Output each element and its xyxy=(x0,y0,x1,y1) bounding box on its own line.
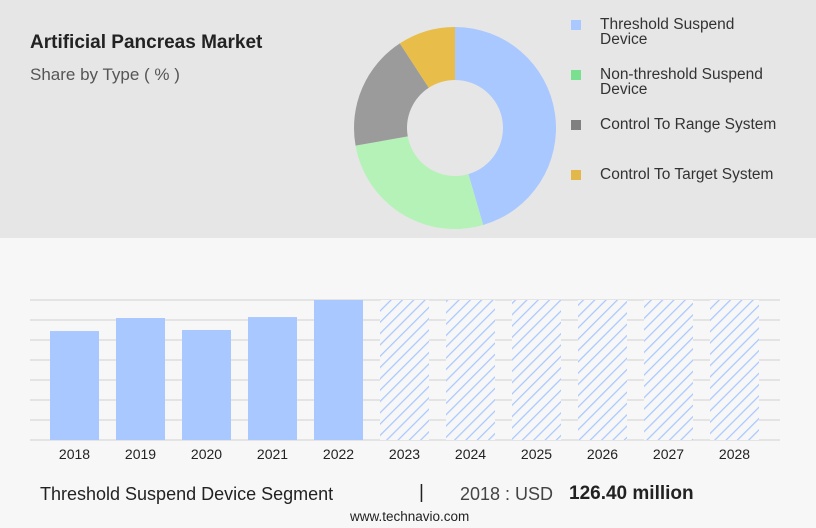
forecast-placeholder xyxy=(512,300,561,440)
bar xyxy=(50,331,99,440)
legend-label: Control To Target System xyxy=(600,166,774,183)
donut-segment xyxy=(455,27,556,225)
x-tick-label: 2027 xyxy=(653,446,684,462)
x-tick-label: 2024 xyxy=(455,446,486,462)
x-tick-label: 2026 xyxy=(587,446,618,462)
x-tick-label: 2020 xyxy=(191,446,222,462)
bar xyxy=(248,317,297,440)
legend-label: Threshold Suspend Device xyxy=(600,16,735,48)
forecast-placeholder xyxy=(644,300,693,440)
bar xyxy=(314,300,363,440)
x-tick-label: 2028 xyxy=(719,446,750,462)
legend-swatch xyxy=(571,20,581,30)
donut-segment xyxy=(355,136,484,229)
footer-amount: 126.40 million xyxy=(569,483,694,504)
chart-title: Artificial Pancreas Market xyxy=(30,32,263,53)
footer-separator: | xyxy=(419,482,424,503)
forecast-placeholder xyxy=(446,300,495,440)
source: www.technavio.com xyxy=(350,509,470,524)
legend-swatch xyxy=(571,70,581,80)
forecast-placeholder xyxy=(380,300,429,440)
donut-segment xyxy=(353,43,429,146)
x-tick-label: 2023 xyxy=(389,446,420,462)
donut-segment xyxy=(399,27,455,88)
footer-year: 2018 : USD xyxy=(460,484,554,504)
x-tick-label: 2018 xyxy=(59,446,90,462)
chart-subtitle: Share by Type ( % ) xyxy=(30,65,180,84)
legend-label: Non-threshold Suspend Device xyxy=(600,66,763,98)
legend-swatch xyxy=(571,170,581,180)
x-tick-label: 2025 xyxy=(521,446,552,462)
x-tick-label: 2019 xyxy=(125,446,156,462)
bar xyxy=(116,318,165,440)
forecast-placeholder xyxy=(578,300,627,440)
footer-segment: Threshold Suspend Device Segment xyxy=(40,484,334,504)
forecast-placeholder xyxy=(710,300,759,440)
legend-label: Control To Range System xyxy=(600,116,777,133)
x-tick-label: 2022 xyxy=(323,446,354,462)
x-tick-label: 2021 xyxy=(257,446,288,462)
bar xyxy=(182,330,231,440)
legend-swatch xyxy=(571,120,581,130)
